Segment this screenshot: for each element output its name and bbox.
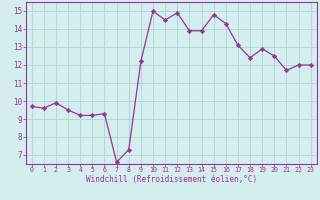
X-axis label: Windchill (Refroidissement éolien,°C): Windchill (Refroidissement éolien,°C) — [86, 175, 257, 184]
